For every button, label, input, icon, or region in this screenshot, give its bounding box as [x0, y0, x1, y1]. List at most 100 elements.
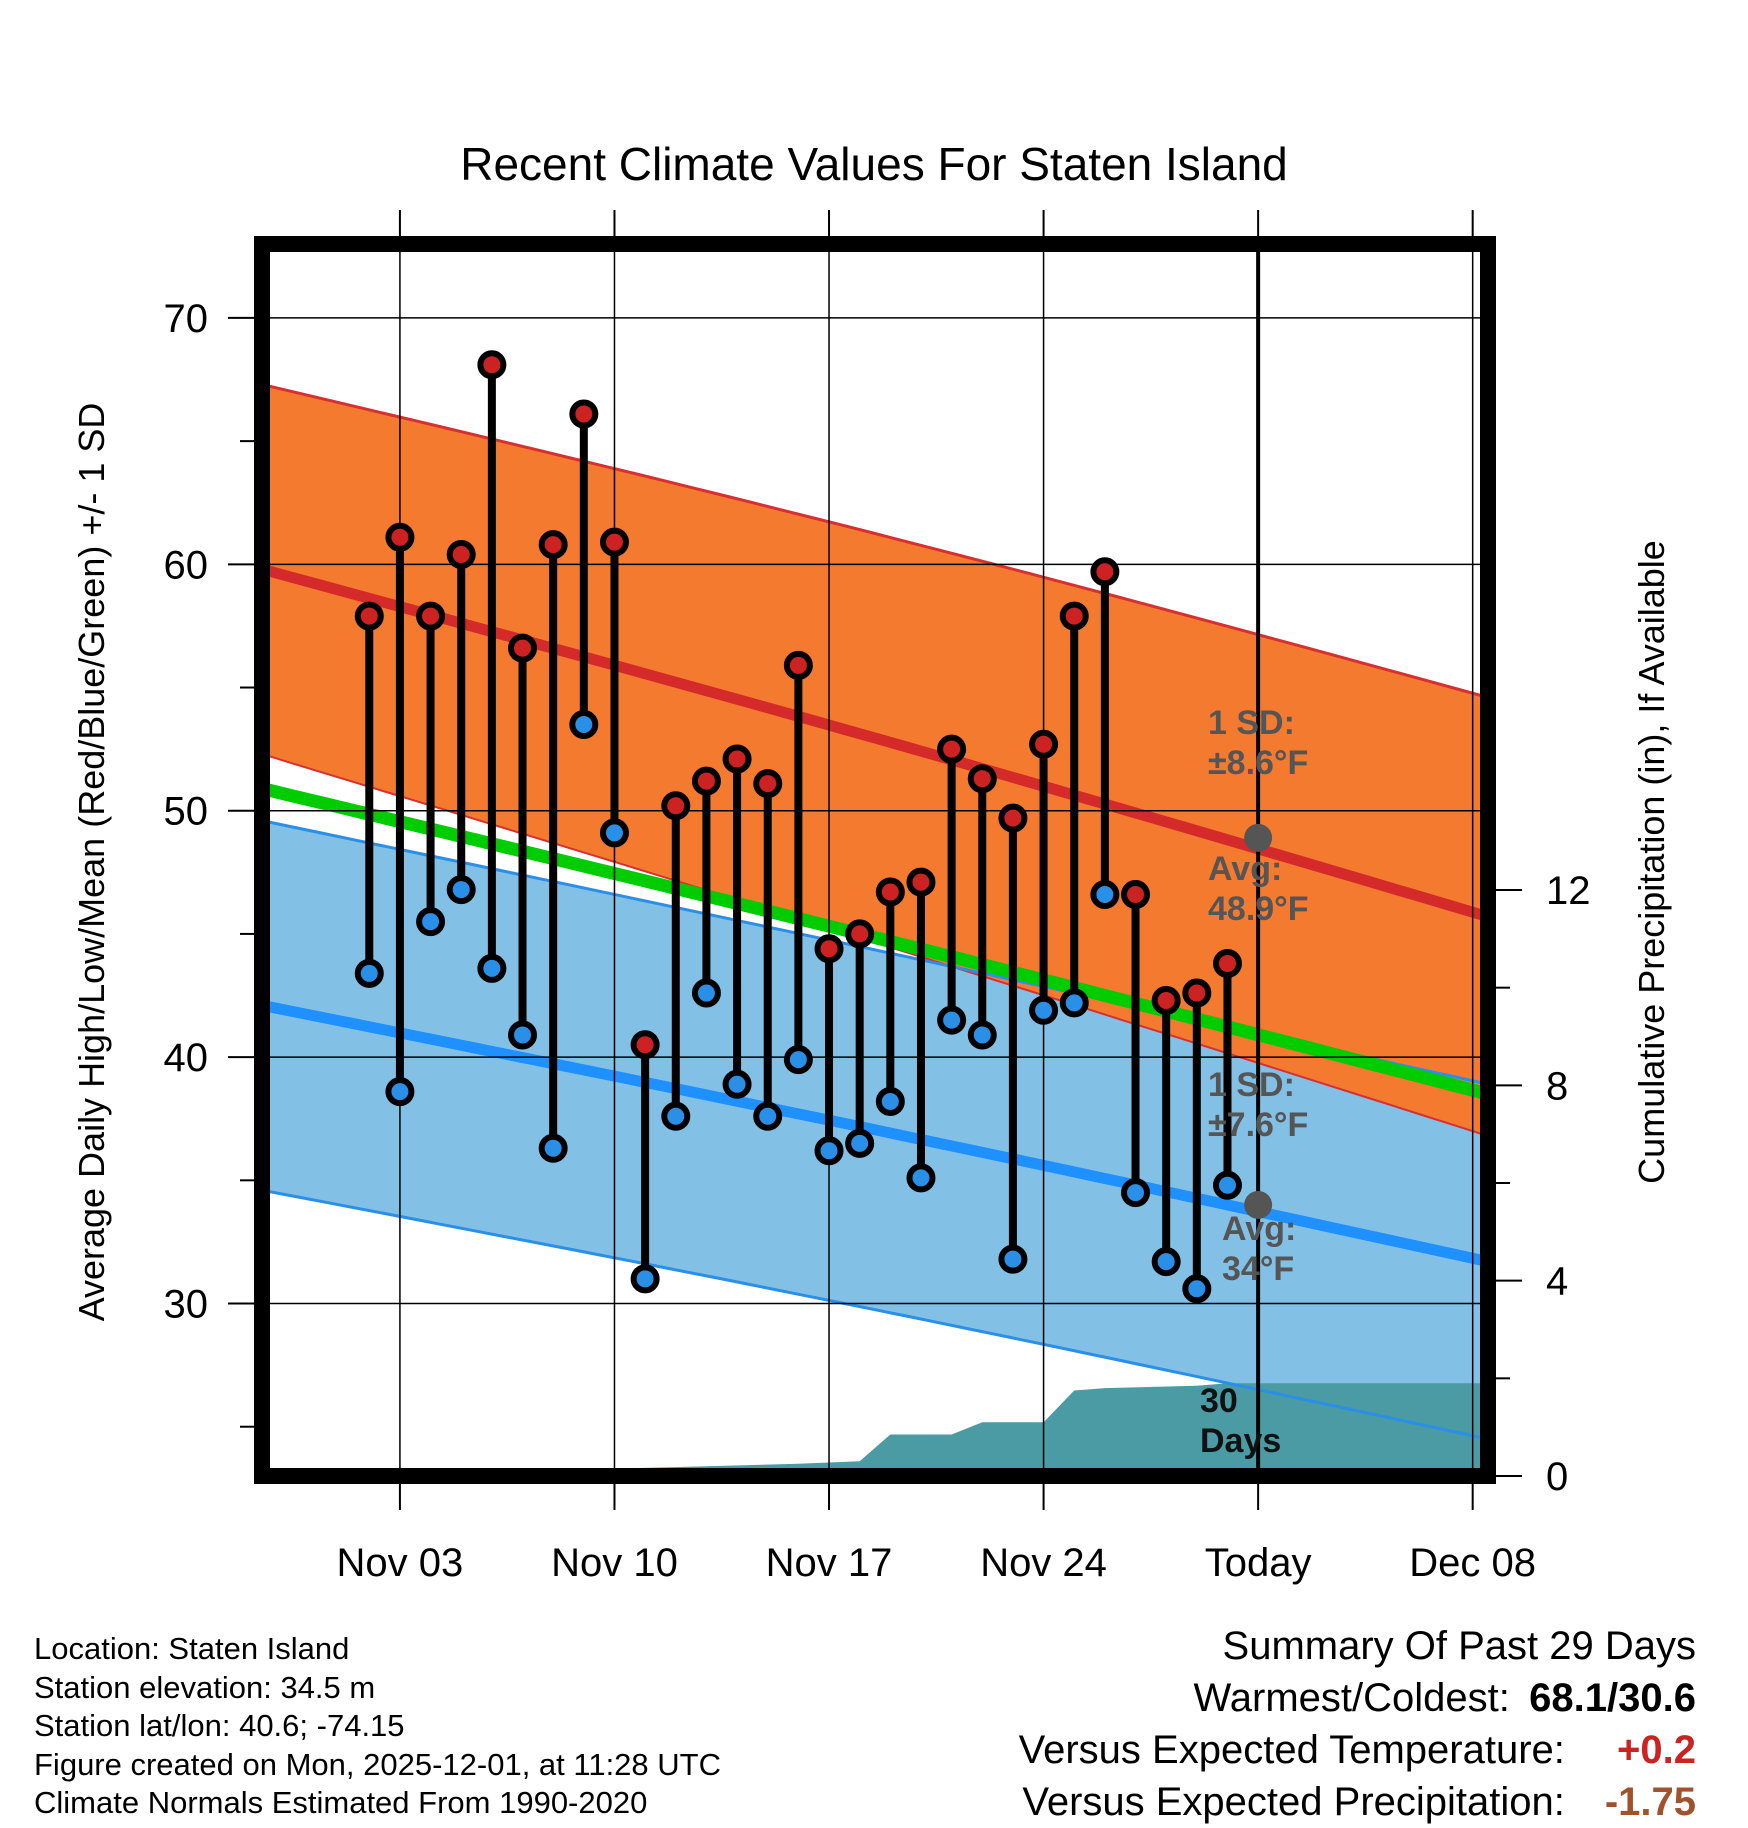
daily-high-point — [416, 601, 446, 631]
daily-low-point — [1212, 1170, 1242, 1200]
high-upper-line — [262, 382, 1488, 699]
daily-low-point — [354, 958, 384, 988]
y-right-tick-label: 4 — [1546, 1260, 1568, 1304]
daily-low-point — [814, 1136, 844, 1166]
temp-value: +0.2 — [1617, 1728, 1696, 1772]
warm-cold-value: 68.1/30.6 — [1529, 1676, 1696, 1720]
daily-low-point — [875, 1086, 905, 1116]
daily-low-point — [661, 1101, 691, 1131]
daily-low-point — [967, 1020, 997, 1050]
daily-low-point — [691, 978, 721, 1008]
summary-panel: Summary Of Past 29 Days Warmest/Coldest:… — [1019, 1620, 1696, 1828]
low-avg-annotation: Avg: 34°F — [1222, 1210, 1296, 1288]
daily-low-point — [508, 1020, 538, 1050]
daily-low-point — [1121, 1178, 1151, 1208]
daily-high-point — [508, 633, 538, 663]
high-sd-annotation: 1 SD: ±8.6°F — [1208, 704, 1308, 782]
y-right-tick-label: 8 — [1546, 1064, 1568, 1108]
x-tick-label: Today — [1205, 1541, 1312, 1585]
daily-high-point — [446, 539, 476, 569]
plot-area: 1 SD: ±8.6°F Avg: 48.9°F 1 SD: ±7.6°F Avg: 34°F… — [262, 244, 1488, 1476]
today-low-avg-marker — [1244, 1190, 1273, 1219]
precip-area — [338, 1383, 1488, 1476]
x-axis-label: Day — [842, 1592, 906, 1600]
daily-high-point — [477, 350, 507, 380]
daily-high-point — [753, 769, 783, 799]
daily-high-point — [1121, 879, 1151, 909]
y-tick-label: 40 — [164, 1036, 209, 1080]
summary-warm-cold-row: Warmest/Coldest: 68.1/30.6 — [1019, 1672, 1697, 1724]
daily-low-point — [998, 1244, 1028, 1274]
y-tick-label: 50 — [164, 790, 209, 834]
daily-high-point — [937, 734, 967, 764]
daily-high-point — [814, 934, 844, 964]
daily-low-point — [845, 1128, 875, 1158]
daily-high-point — [845, 919, 875, 949]
daily-high-point — [385, 522, 415, 552]
axes: 30 40 50 60 70 0 4 8 12 Nov 03 Nov 10 Nov 17 Nov 24 T… — [164, 210, 1591, 1585]
low-avg-line — [262, 1000, 1488, 1267]
y-right-tick-label: 0 — [1546, 1455, 1568, 1499]
daily-low-point — [477, 953, 507, 983]
high-avg-line — [262, 563, 1488, 922]
daily-high-point — [354, 601, 384, 631]
y-right-tick-label: 12 — [1546, 869, 1591, 913]
daily-low-point — [1151, 1247, 1181, 1277]
daily-high-point — [661, 791, 691, 821]
chart-title: Recent Climate Values For Staten Island — [460, 138, 1288, 190]
station-info: Location: Staten Island Station elevatio… — [34, 1630, 721, 1823]
climate-chart: Recent Climate Values For Staten Island … — [71, 138, 1672, 1600]
footer-normals: Climate Normals Estimated From 1990-2020 — [34, 1785, 648, 1820]
temp-label: Versus Expected Temperature: — [1018, 1728, 1565, 1772]
daily-low-point — [753, 1101, 783, 1131]
y-axis-right-label: Cumulative Precipitation (in), If Availa… — [1631, 540, 1672, 1184]
daily-low-point — [630, 1264, 660, 1294]
y-tick-label: 70 — [164, 297, 209, 341]
days-annotation: 30 Days — [1200, 1382, 1281, 1460]
high-sd-band — [262, 384, 1488, 1136]
daily-high-point — [599, 527, 629, 557]
x-tick-label: Nov 24 — [980, 1541, 1107, 1585]
daily-high-point — [1151, 985, 1181, 1015]
daily-high-point — [722, 744, 752, 774]
daily-high-point — [1212, 948, 1242, 978]
y-tick-label: 60 — [164, 543, 209, 587]
summary-title: Summary Of Past 29 Days — [1222, 1624, 1696, 1668]
daily-low-point — [416, 907, 446, 937]
daily-high-point — [1029, 729, 1059, 759]
daily-low-point — [937, 1005, 967, 1035]
daily-high-point — [875, 877, 905, 907]
daily-high-point — [998, 803, 1028, 833]
daily-high-point — [906, 867, 936, 897]
daily-low-point — [569, 709, 599, 739]
today-high-avg-marker — [1244, 823, 1273, 852]
mean-avg-line — [262, 782, 1488, 1101]
y-tick-label: 30 — [164, 1283, 209, 1327]
low-lower-line — [262, 1188, 1488, 1441]
daily-low-point — [385, 1077, 415, 1107]
daily-low-point — [1182, 1274, 1212, 1304]
daily-high-point — [538, 530, 568, 560]
x-tick-label: Nov 17 — [766, 1541, 893, 1585]
summary-precip-row: Versus Expected Precipitation: -1.75 — [1019, 1776, 1696, 1828]
daily-low-point — [1059, 988, 1089, 1018]
footer-elevation: Station elevation: 34.5 m — [34, 1669, 376, 1705]
daily-low-point — [783, 1045, 813, 1075]
x-tick-label: Dec 08 — [1409, 1541, 1536, 1585]
high-avg-annotation: Avg: 48.9°F — [1208, 850, 1309, 928]
daily-low-point — [722, 1069, 752, 1099]
plot-frame — [254, 236, 1496, 1484]
x-tick-label: Nov 03 — [337, 1541, 464, 1585]
footer-latlon: Station lat/lon: 40.6; -74.15 — [34, 1708, 405, 1743]
daily-high-point — [569, 399, 599, 429]
y-axis-label: Average Daily High/Low/Mean (Red/Blue/Gr… — [71, 403, 112, 1322]
daily-low-point — [906, 1163, 936, 1193]
precip-value: -1.75 — [1604, 1780, 1696, 1824]
daily-low-point — [446, 875, 476, 905]
daily-low-point — [1090, 879, 1120, 909]
daily-high-point — [630, 1030, 660, 1060]
daily-high-point — [691, 766, 721, 796]
daily-high-point — [1090, 557, 1120, 587]
low-sd-annotation: 1 SD: ±7.6°F — [1208, 1066, 1308, 1144]
daily-low-point — [538, 1133, 568, 1163]
